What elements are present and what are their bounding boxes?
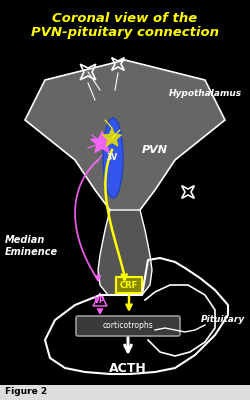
Text: 3V: 3V: [106, 154, 118, 162]
Text: PVN-pituitary connection: PVN-pituitary connection: [31, 26, 219, 39]
Polygon shape: [98, 210, 152, 295]
FancyBboxPatch shape: [116, 277, 142, 293]
Polygon shape: [90, 131, 114, 153]
Text: Figure 2: Figure 2: [5, 388, 47, 396]
Text: PVN: PVN: [142, 145, 168, 155]
FancyBboxPatch shape: [76, 316, 180, 336]
Polygon shape: [102, 128, 122, 146]
Text: CRF: CRF: [120, 280, 138, 290]
Text: ACTH: ACTH: [109, 362, 147, 375]
Text: Hypothalamus: Hypothalamus: [169, 88, 242, 98]
Text: Median
Eminence: Median Eminence: [5, 235, 58, 257]
Text: corticotrophs: corticotrophs: [103, 322, 154, 330]
Text: Pituitary: Pituitary: [201, 316, 245, 324]
Text: Coronal view of the: Coronal view of the: [52, 12, 198, 25]
Bar: [0, 385, 250, 400]
Ellipse shape: [103, 118, 123, 198]
Text: VP: VP: [94, 296, 106, 305]
Polygon shape: [25, 60, 225, 215]
